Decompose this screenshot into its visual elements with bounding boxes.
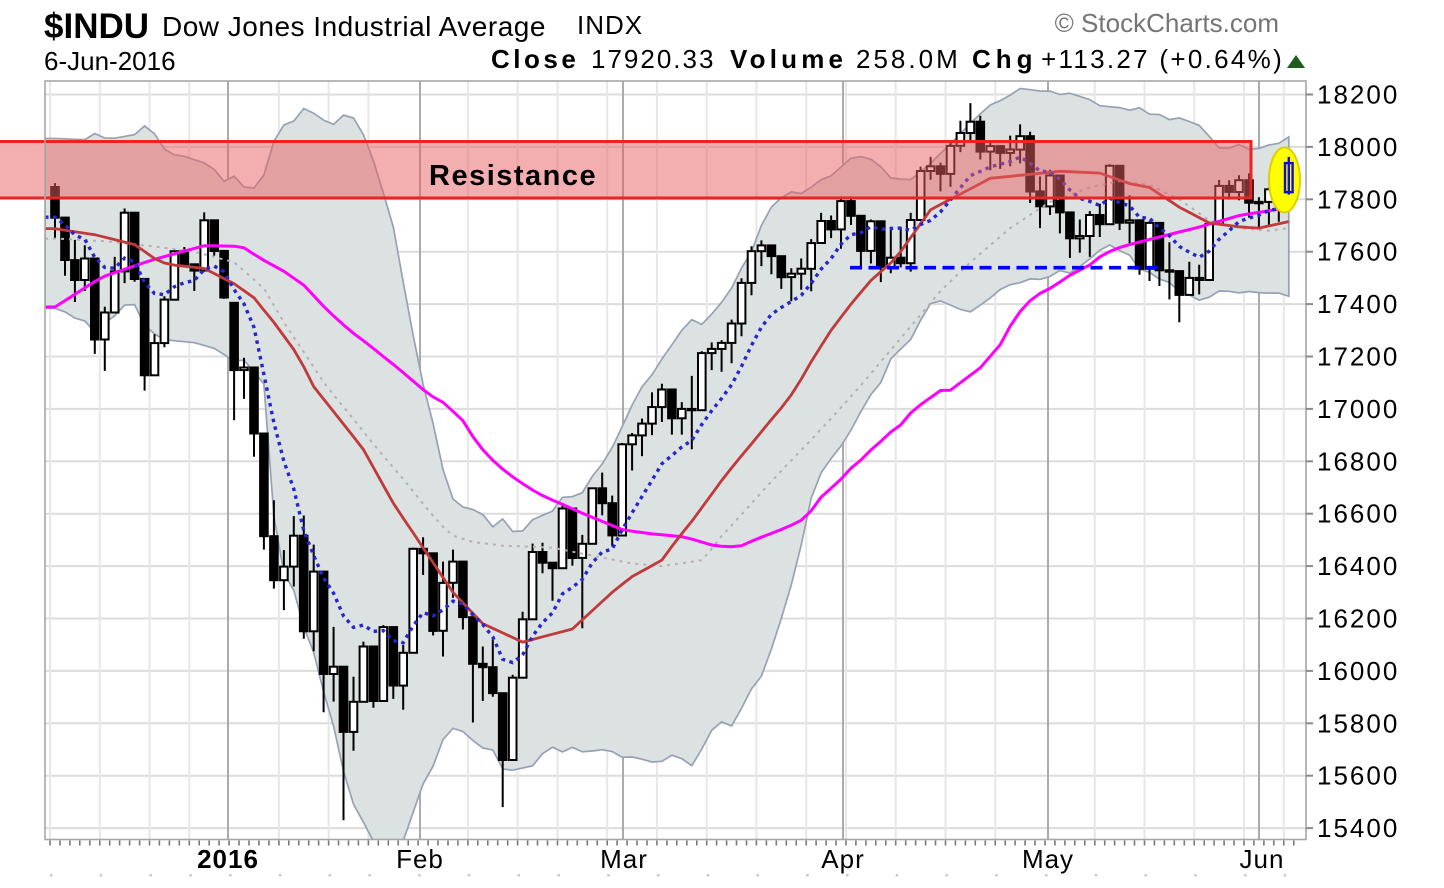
svg-text:Dow Jones Industrial Average: Dow Jones Industrial Average (162, 11, 546, 42)
svg-text:18200: 18200 (1317, 80, 1399, 110)
svg-text:Chg: Chg (972, 44, 1038, 74)
svg-text:15800: 15800 (1317, 708, 1399, 738)
svg-text:Apr: Apr (821, 844, 864, 874)
svg-text:17400: 17400 (1317, 289, 1399, 319)
svg-text:Mar: Mar (600, 844, 648, 874)
svg-text:16000: 16000 (1317, 656, 1399, 686)
svg-text:$INDU: $INDU (44, 7, 149, 46)
svg-text:16400: 16400 (1317, 551, 1399, 581)
svg-text:Resistance: Resistance (429, 160, 597, 192)
svg-text:INDX: INDX (577, 10, 643, 40)
svg-text:18000: 18000 (1317, 132, 1399, 162)
svg-text:16800: 16800 (1317, 446, 1399, 476)
svg-text:17600: 17600 (1317, 237, 1399, 267)
svg-text:17800: 17800 (1317, 184, 1399, 214)
svg-text:17920.33: 17920.33 (591, 44, 715, 74)
svg-text:258.0M: 258.0M (856, 44, 961, 74)
svg-text:16600: 16600 (1317, 499, 1399, 529)
svg-text:Jun: Jun (1240, 844, 1285, 874)
svg-text:Volume: Volume (730, 44, 847, 74)
svg-text:6-Jun-2016: 6-Jun-2016 (44, 46, 176, 76)
svg-text:2016: 2016 (197, 844, 259, 874)
svg-text:15400: 15400 (1317, 813, 1399, 843)
svg-text:Close: Close (491, 44, 579, 74)
svg-text:16200: 16200 (1317, 604, 1399, 634)
svg-text:15600: 15600 (1317, 761, 1399, 791)
svg-text:May: May (1022, 844, 1074, 874)
svg-text:17000: 17000 (1317, 394, 1399, 424)
svg-text:17200: 17200 (1317, 342, 1399, 372)
svg-text:Feb: Feb (396, 844, 444, 874)
svg-text:+113.27 (+0.64%): +113.27 (+0.64%) (1041, 44, 1284, 74)
svg-text:© StockCharts.com: © StockCharts.com (1055, 8, 1279, 38)
